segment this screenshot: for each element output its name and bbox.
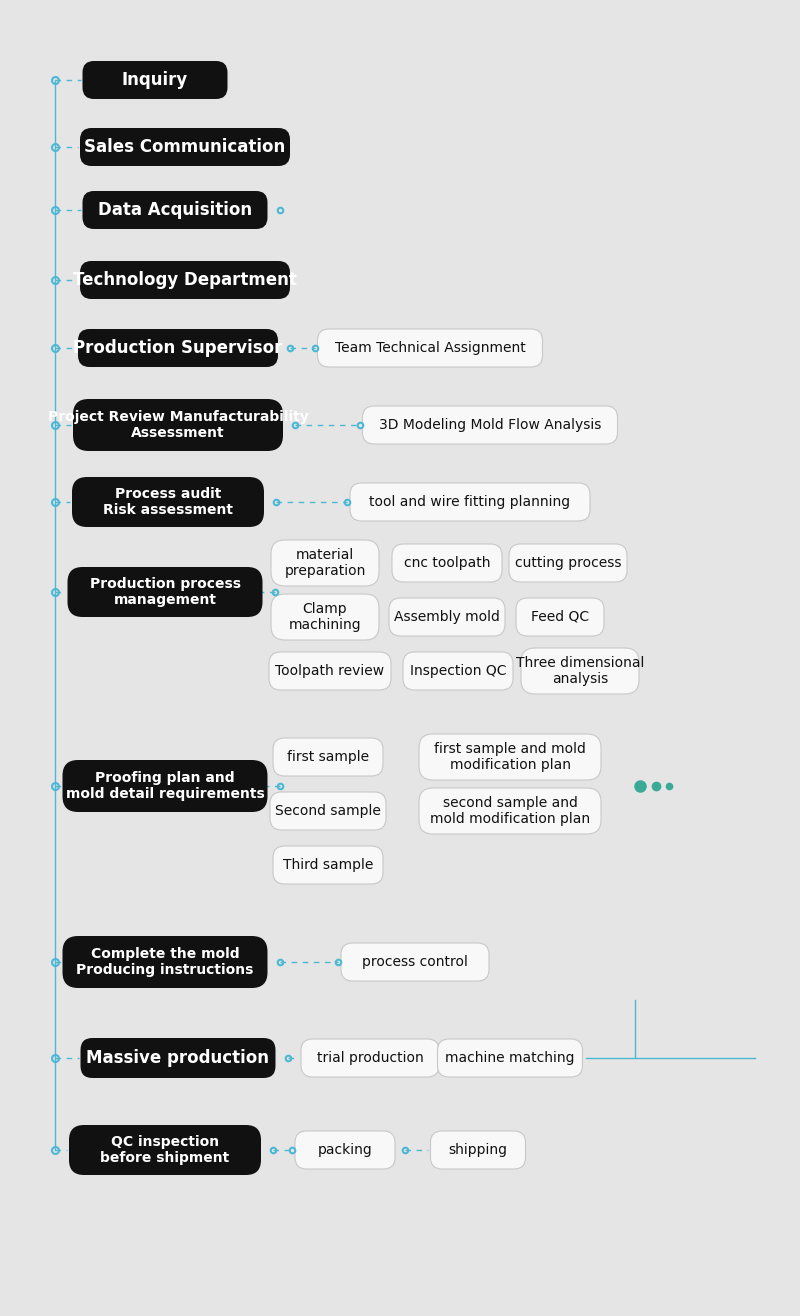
Text: Three dimensional
analysis: Three dimensional analysis [516,655,644,686]
Text: cnc toolpath: cnc toolpath [404,555,490,570]
FancyBboxPatch shape [273,846,383,884]
Text: Project Review Manufacturability
Assessment: Project Review Manufacturability Assessm… [48,409,308,440]
Text: process control: process control [362,955,468,969]
Text: Technology Department: Technology Department [73,271,297,290]
Text: second sample and
mold modification plan: second sample and mold modification plan [430,796,590,826]
Text: Team Technical Assignment: Team Technical Assignment [334,341,526,355]
Text: Inspection QC: Inspection QC [410,665,506,678]
Text: Toolpath review: Toolpath review [275,665,385,678]
FancyBboxPatch shape [270,792,386,830]
FancyBboxPatch shape [295,1130,395,1169]
FancyBboxPatch shape [80,128,290,166]
Text: packing: packing [318,1144,372,1157]
FancyBboxPatch shape [78,329,278,367]
Text: Sales Communication: Sales Communication [84,138,286,157]
FancyBboxPatch shape [81,1038,275,1078]
Text: tool and wire fitting planning: tool and wire fitting planning [370,495,570,509]
Text: Production process
management: Production process management [90,576,241,607]
Text: Production Supervisor: Production Supervisor [74,340,282,357]
FancyBboxPatch shape [269,651,391,690]
FancyBboxPatch shape [62,936,267,988]
FancyBboxPatch shape [509,544,627,582]
FancyBboxPatch shape [271,540,379,586]
Text: Inquiry: Inquiry [122,71,188,89]
FancyBboxPatch shape [419,788,601,834]
FancyBboxPatch shape [318,329,542,367]
Text: Second sample: Second sample [275,804,381,819]
Text: cutting process: cutting process [514,555,622,570]
FancyBboxPatch shape [72,476,264,526]
FancyBboxPatch shape [69,1125,261,1175]
Text: Assembly mold: Assembly mold [394,611,500,624]
Text: Massive production: Massive production [86,1049,270,1067]
Text: Feed QC: Feed QC [531,611,589,624]
Text: first sample: first sample [287,750,369,765]
FancyBboxPatch shape [273,738,383,776]
Text: shipping: shipping [449,1144,507,1157]
Text: Process audit
Risk assessment: Process audit Risk assessment [103,487,233,517]
FancyBboxPatch shape [350,483,590,521]
FancyBboxPatch shape [62,761,267,812]
FancyBboxPatch shape [271,594,379,640]
Text: first sample and mold
modification plan: first sample and mold modification plan [434,742,586,772]
FancyBboxPatch shape [341,944,489,980]
Text: Data Acquisition: Data Acquisition [98,201,252,218]
Text: Clamp
machining: Clamp machining [289,601,362,632]
Text: machine matching: machine matching [446,1051,574,1065]
FancyBboxPatch shape [82,61,227,99]
FancyBboxPatch shape [419,734,601,780]
Text: Proofing plan and
mold detail requirements: Proofing plan and mold detail requiremen… [66,771,264,801]
FancyBboxPatch shape [80,261,290,299]
FancyBboxPatch shape [403,651,513,690]
FancyBboxPatch shape [73,399,283,451]
FancyBboxPatch shape [362,407,618,443]
FancyBboxPatch shape [301,1040,439,1076]
Text: 3D Modeling Mold Flow Analysis: 3D Modeling Mold Flow Analysis [379,418,601,432]
FancyBboxPatch shape [392,544,502,582]
FancyBboxPatch shape [389,597,505,636]
FancyBboxPatch shape [521,647,639,694]
FancyBboxPatch shape [82,191,267,229]
FancyBboxPatch shape [430,1130,526,1169]
FancyBboxPatch shape [438,1040,582,1076]
Text: Complete the mold
Producing instructions: Complete the mold Producing instructions [76,948,254,976]
Text: QC inspection
before shipment: QC inspection before shipment [100,1134,230,1165]
Text: trial production: trial production [317,1051,423,1065]
Text: Third sample: Third sample [283,858,373,873]
FancyBboxPatch shape [67,567,262,617]
Text: material
preparation: material preparation [284,547,366,578]
FancyBboxPatch shape [516,597,604,636]
